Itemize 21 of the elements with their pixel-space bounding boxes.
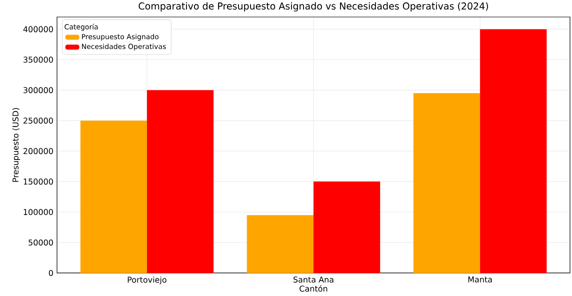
bar (314, 182, 380, 273)
bar (246, 215, 314, 273)
y-tick-label: 350000 (24, 56, 53, 63)
y-tick-label: 200000 (24, 148, 53, 154)
chart-title: Comparativo de Presupuesto Asignado vs Necesidades Operativas (2024) (138, 2, 488, 12)
bar (480, 29, 547, 273)
bar (413, 93, 480, 273)
bar (80, 120, 147, 273)
x-axis-title: Cantón (300, 285, 328, 292)
y-tick-label: 400000 (23, 26, 53, 32)
y-tick-label: 50000 (28, 239, 53, 246)
x-tick-label: Santa Ana (294, 276, 334, 283)
bar (146, 90, 214, 273)
y-tick-label: 300000 (24, 87, 53, 94)
y-tick-label: 250000 (24, 118, 53, 124)
y-tick-label: 100000 (24, 209, 53, 216)
x-tick-label: Portoviejo (128, 276, 166, 284)
x-tick-label: Manta (468, 276, 492, 282)
y-axis-title: Presupuesto (USD) (12, 108, 20, 182)
y-tick-label: 150000 (24, 178, 53, 185)
y-tick-label: 0 (48, 270, 53, 276)
